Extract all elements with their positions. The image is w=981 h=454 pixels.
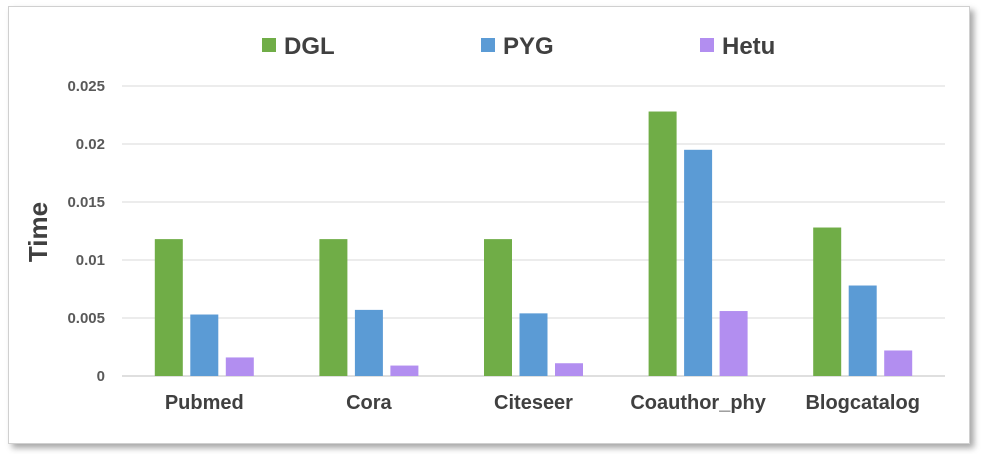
x-category-label: Coauthor_phy: [630, 392, 766, 414]
x-category-label: Blogcatalog: [805, 392, 919, 414]
bar-hetu-blogcatalog: [884, 350, 913, 376]
bar-pyg-citeseer: [519, 313, 548, 376]
legend-label-dgl: DGL: [284, 33, 335, 60]
bar-hetu-pubmed: [225, 357, 254, 376]
bar-hetu-citeseer: [555, 363, 583, 376]
y-axis-label: Time: [23, 202, 53, 262]
bars: [154, 111, 913, 377]
y-tick-label: 0: [97, 368, 105, 385]
gridlines: [122, 85, 945, 377]
bar-pyg-cora: [354, 309, 383, 376]
x-category-label: Cora: [346, 392, 392, 414]
y-tick-label: 0.02: [76, 136, 105, 153]
y-tick-label: 0.015: [67, 194, 105, 211]
legend-swatch-pyg: [481, 38, 495, 52]
bar-dgl-citeseer: [484, 239, 512, 376]
legend-label-pyg: PYG: [503, 33, 554, 60]
bar-pyg-coauthor_phy: [684, 149, 713, 376]
bar-dgl-coauthor_phy: [648, 111, 677, 377]
legend-swatch-dgl: [262, 38, 276, 52]
bar-dgl-pubmed: [154, 239, 183, 376]
legend-swatch-hetu: [700, 38, 714, 52]
bar-hetu-cora: [390, 365, 419, 376]
y-tick-label: 0.025: [67, 78, 105, 95]
legend: DGL PYG Hetu: [262, 33, 775, 60]
x-category-label: Citeseer: [494, 392, 573, 414]
bar-pyg-blogcatalog: [848, 285, 877, 376]
x-category-labels: Pubmed Cora Citeseer Coauthor_phy Blogcatalo…: [165, 392, 920, 414]
bar-dgl-cora: [319, 239, 348, 376]
y-tick-label: 0.01: [76, 252, 105, 269]
y-tick-label: 0.005: [67, 310, 105, 327]
bar-dgl-blogcatalog: [813, 227, 842, 376]
x-category-label: Pubmed: [165, 392, 244, 414]
y-tick-labels: 0 0.005 0.01 0.015 0.02 0.025: [67, 78, 105, 385]
bar-pyg-pubmed: [190, 314, 219, 376]
legend-label-hetu: Hetu: [722, 33, 775, 60]
bar-hetu-coauthor_phy: [719, 311, 748, 376]
